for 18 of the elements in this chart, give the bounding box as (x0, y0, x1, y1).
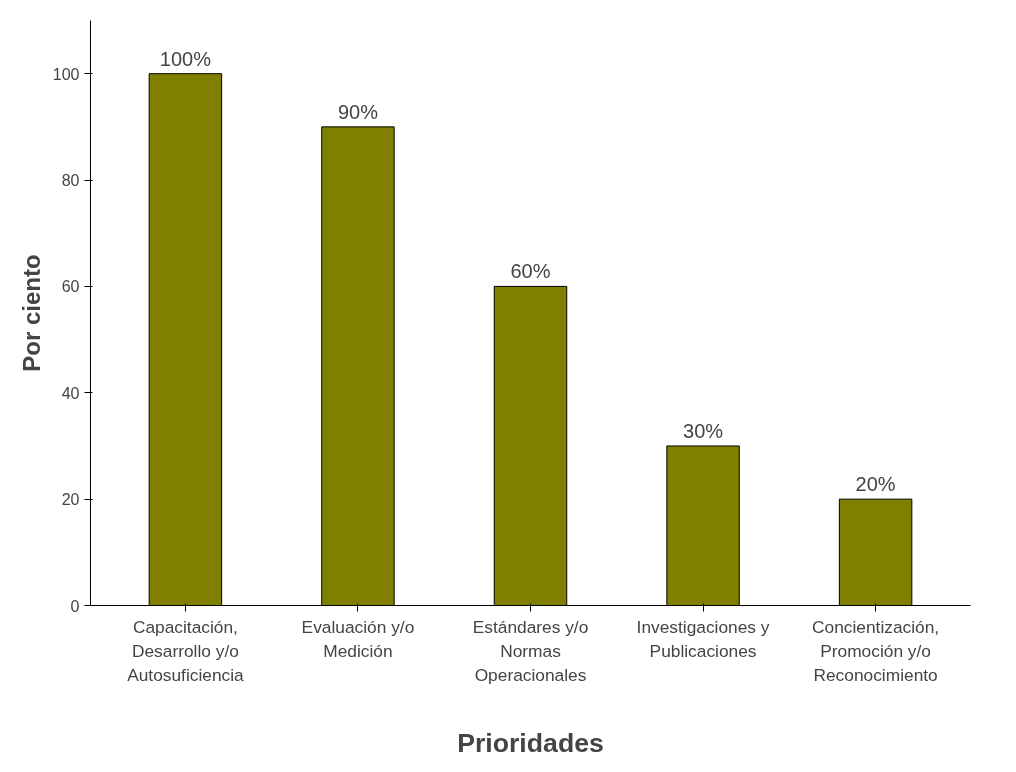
x-tick-label: Evaluación y/o Medición (301, 616, 415, 661)
data-label: 90% (337, 100, 379, 123)
x-axis-title: Prioridades (457, 727, 604, 758)
y-axis-title: Por ciento (17, 254, 45, 372)
x-tick-label: Investigaciones y Publicaciones (636, 616, 770, 661)
data-label: 30% (683, 419, 724, 442)
data-label: 20% (855, 473, 896, 496)
x-tick-label: Concientización, Promoción y/o Reconocimiento (812, 616, 940, 685)
y-tick-label: 20 (61, 491, 80, 509)
data-label: 60% (510, 260, 551, 283)
y-tick-label: 100 (52, 65, 80, 83)
x-tick-label: Estándares y/o Normas Operacionales (472, 616, 589, 685)
y-tick-label: 0 (70, 597, 80, 615)
y-tick-label: 80 (61, 172, 80, 190)
y-tick-label: 60 (61, 278, 80, 296)
x-tick-label: Capacitación, Desarrollo y/o Autosuficiencia (127, 616, 245, 685)
y-tick-label: 40 (61, 384, 80, 402)
data-label: 100% (159, 47, 212, 70)
